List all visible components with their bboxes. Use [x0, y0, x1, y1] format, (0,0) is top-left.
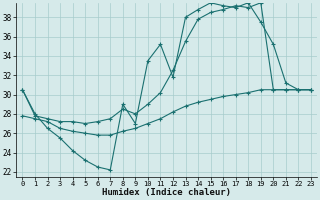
X-axis label: Humidex (Indice chaleur): Humidex (Indice chaleur) — [102, 188, 231, 197]
